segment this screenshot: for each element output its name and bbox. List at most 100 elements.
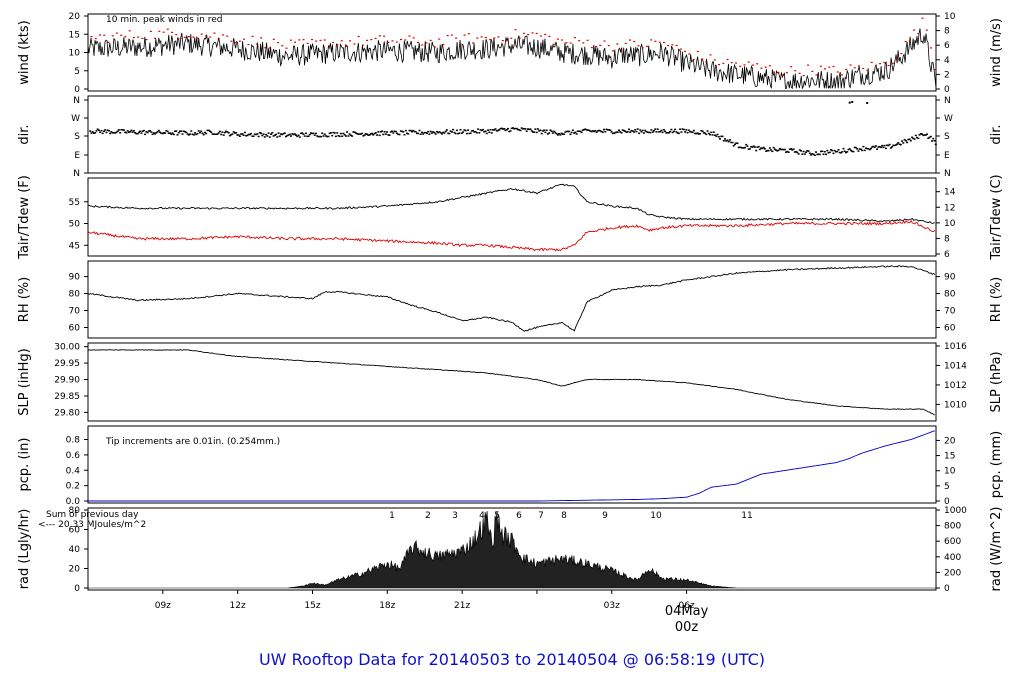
dir-point <box>404 129 407 132</box>
peak-marker <box>128 30 131 32</box>
peak-marker <box>281 45 284 47</box>
dir-point <box>424 131 427 134</box>
dir-point <box>690 131 693 133</box>
ytick-label-right-temp: 8 <box>944 234 950 244</box>
peak-marker <box>357 36 360 38</box>
dir-point <box>105 131 108 134</box>
dir-point <box>874 145 877 147</box>
dir-point <box>427 130 430 133</box>
dir-point <box>210 131 213 133</box>
peak-marker <box>450 34 453 36</box>
dir-point <box>389 131 392 133</box>
dir-point <box>523 128 526 130</box>
dir-point <box>584 128 587 130</box>
dir-point <box>917 137 920 140</box>
dir-point <box>873 146 876 148</box>
dir-point <box>472 129 475 132</box>
dir-point <box>813 154 816 156</box>
rad-annotation-line2: <--- 20.33 MJoules/m^2 <box>38 520 146 530</box>
dir-point <box>879 146 882 149</box>
dir-point <box>111 132 114 134</box>
peak-marker <box>272 38 275 40</box>
dir-point <box>694 132 697 135</box>
dir-point <box>573 132 576 134</box>
dir-point <box>127 131 130 133</box>
peak-marker <box>760 67 763 69</box>
dir-point <box>527 128 529 130</box>
dir-point <box>181 133 184 135</box>
dir-point <box>235 132 238 134</box>
dir-point <box>303 135 306 137</box>
dir-point <box>701 130 704 132</box>
peak-marker <box>374 37 377 40</box>
dir-point <box>695 132 698 135</box>
dir-point <box>916 136 918 139</box>
peak-marker <box>900 53 903 55</box>
dir-point <box>747 148 750 150</box>
peak-marker <box>815 74 818 76</box>
ytick-label-right-wind: 8 <box>944 27 950 37</box>
ytick-label-pcp: 0.0 <box>66 497 81 507</box>
dir-point <box>311 132 314 135</box>
dir-point <box>406 132 408 135</box>
dir-point <box>377 131 380 133</box>
peak-marker <box>679 48 682 50</box>
dir-point <box>929 135 932 138</box>
dir-point <box>474 131 477 133</box>
dir-point <box>654 128 657 130</box>
chart-title: UW Rooftop Data for 20140503 to 20140504… <box>258 650 766 669</box>
dir-point <box>218 130 221 133</box>
dir-point <box>775 149 778 151</box>
ytick-label-rh: 70 <box>69 307 81 317</box>
dir-point <box>159 131 162 133</box>
dir-point <box>115 131 118 134</box>
dir-point <box>848 148 851 150</box>
ytick-label-rh: 60 <box>69 324 81 334</box>
dir-point <box>892 144 895 147</box>
hour-marker: 11 <box>741 511 752 521</box>
peak-marker <box>349 40 352 42</box>
dir-point <box>383 131 386 133</box>
dir-point <box>640 131 643 133</box>
dir-point <box>524 128 527 130</box>
peak-marker <box>857 65 860 67</box>
dir-point <box>258 132 261 134</box>
dir-point <box>495 130 498 132</box>
wind-annotation: 10 min. peak winds in red <box>106 15 223 25</box>
peak-marker <box>238 40 241 42</box>
ytick-label-rh: 80 <box>69 290 81 300</box>
dir-point <box>250 132 253 135</box>
dir-point <box>428 133 431 135</box>
dir-point <box>532 131 534 133</box>
dir-point <box>539 129 542 131</box>
peak-marker <box>408 35 411 37</box>
dir-point <box>748 148 751 150</box>
dir-point <box>196 132 199 135</box>
dir-point <box>599 130 602 132</box>
dir-point <box>142 129 145 132</box>
dir-point <box>504 129 507 132</box>
dir-point <box>833 149 836 152</box>
dir-point <box>662 129 665 131</box>
peak-marker <box>497 36 500 38</box>
peak-marker <box>934 69 937 71</box>
dir-point <box>812 153 815 156</box>
dir-point <box>798 149 801 151</box>
dir-point <box>730 141 733 144</box>
dir-point <box>116 130 119 132</box>
dir-point <box>786 150 789 153</box>
dir-point <box>349 134 352 137</box>
dir-point <box>169 132 172 134</box>
peak-marker <box>298 39 301 41</box>
dir-point <box>502 128 504 130</box>
dir-point <box>546 133 549 135</box>
peak-marker <box>726 58 729 61</box>
dir-point <box>103 130 105 132</box>
ytick-label-slp: 29.80 <box>54 408 80 418</box>
dir-point <box>464 129 467 132</box>
dir-point <box>494 128 497 130</box>
peak-marker <box>637 45 640 47</box>
dir-point <box>489 129 492 131</box>
peak-marker <box>404 39 407 41</box>
